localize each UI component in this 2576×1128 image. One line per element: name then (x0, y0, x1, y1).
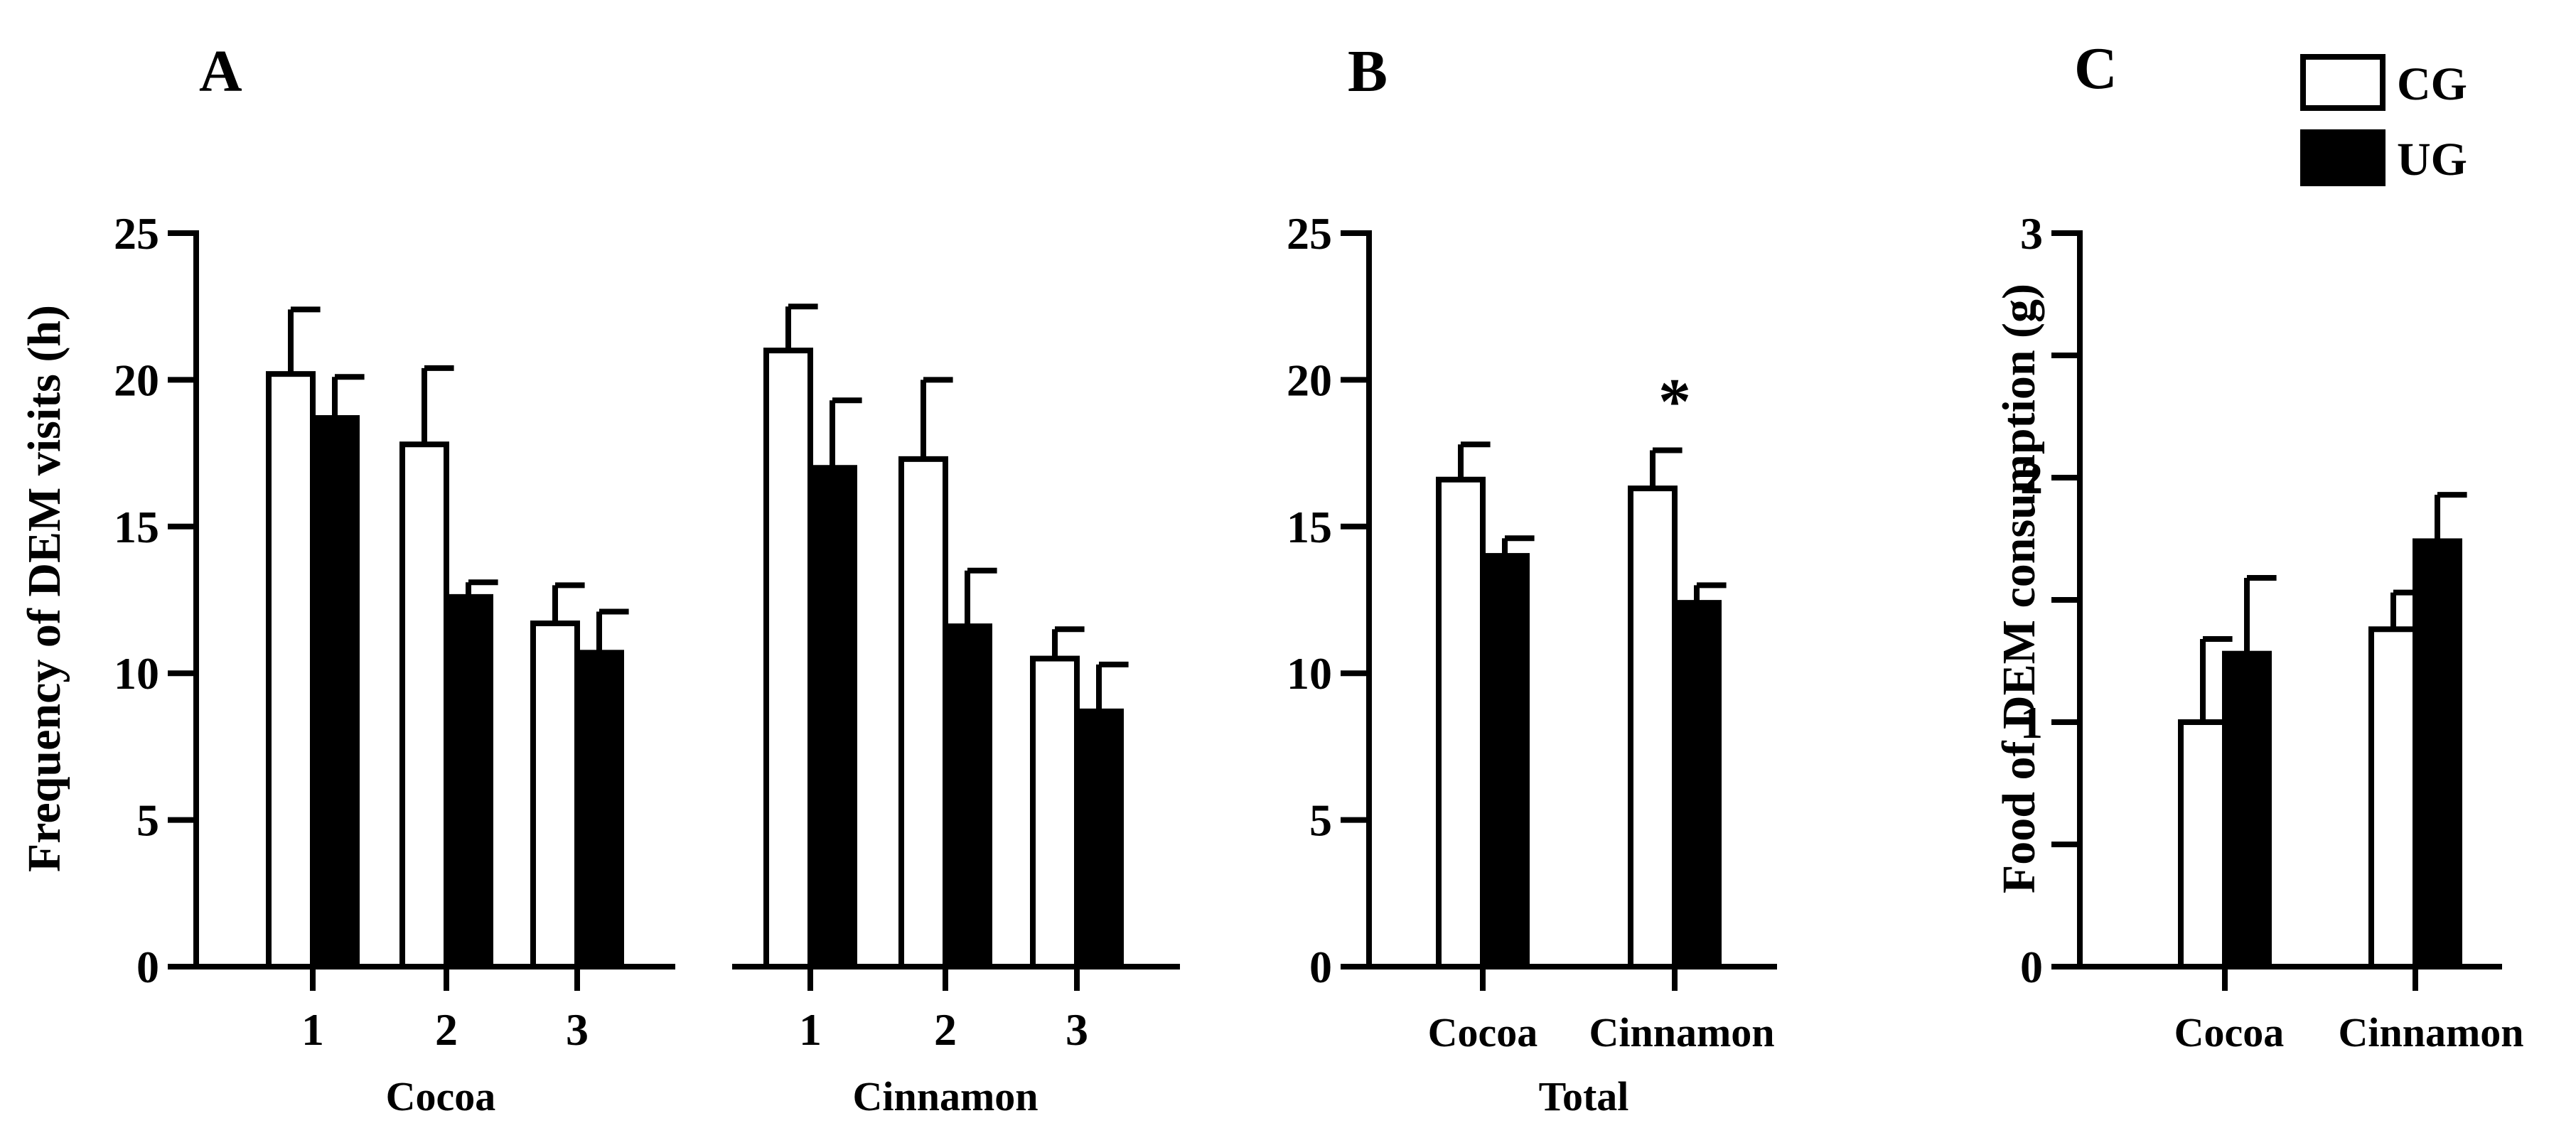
panel-a-ytick-label-2: 10 (114, 648, 159, 699)
panel-a-group-cocoa-label: Cocoa (386, 1073, 496, 1119)
panel-a-cocoa-1-cg-bar (266, 371, 316, 969)
panel-b-xtick-label-cinnamon: Cinnamon (1589, 1009, 1774, 1056)
panel-a-cinnamon-3-cg-bar (1030, 655, 1080, 969)
legend-swatch-ug (2300, 129, 2386, 186)
panel-b-cinnamon-ug-bar (1672, 600, 1722, 969)
panel-a-ytick-label-3: 15 (114, 502, 159, 552)
panel-a-cocoa-1-ug-bar (310, 415, 360, 969)
panel-b-ytick-label-2: 10 (1287, 648, 1332, 699)
panel-c-ytick-label-0: 0 (2020, 942, 2043, 992)
panel-b-significance-marker-0: * (1658, 365, 1691, 437)
panel-a-cocoa-2-ug-bar (444, 593, 493, 969)
panel-a-cinnamon-xtick-label-2: 2 (934, 1004, 957, 1055)
panel-c-ytick-label-2: 2 (2020, 453, 2043, 503)
panel-a-cinnamon-2-cg-bar (898, 456, 948, 969)
panel-c-cinnamon-ug-bar (2413, 538, 2462, 969)
panel-a-ytick-label-0: 0 (136, 942, 159, 992)
panel-c-xtick-label-cinnamon: Cinnamon (2338, 1009, 2523, 1056)
panel-b-cocoa-ug-bar (1480, 553, 1530, 969)
panel-a-cocoa-2-cg-bar (399, 441, 449, 969)
panel-c-cocoa-ug-bar (2222, 650, 2272, 969)
panel-b-ytick-label-3: 15 (1287, 502, 1332, 552)
panel-b-letter: B (1348, 38, 1388, 104)
panel-b-cocoa-cg-bar (1436, 476, 1486, 969)
panel-a-cinnamon-xtick-label-1: 1 (799, 1004, 822, 1055)
panel-a-cocoa-3-ug-bar (574, 650, 624, 970)
panel-c-xtick-label-cocoa: Cocoa (2174, 1009, 2285, 1056)
panel-b-ytick-label-1: 5 (1309, 795, 1332, 846)
panel-a-cinnamon-xtick-label-3: 3 (1066, 1004, 1088, 1055)
panel-a-cinnamon-1-cg-bar (763, 348, 813, 969)
legend-label-cg: CG (2397, 58, 2467, 110)
panel-b-ytick-label-5: 25 (1287, 208, 1332, 259)
panel-a-cocoa-xtick-label-1: 1 (301, 1004, 324, 1055)
panel-b-xlabel: Total (1539, 1073, 1629, 1119)
legend-label-ug: UG (2397, 134, 2467, 186)
legend-swatch-cg (2300, 54, 2386, 111)
panel-a-ytick-label-5: 25 (114, 208, 159, 259)
panel-a-cocoa-3-cg-bar (530, 621, 580, 969)
panel-c-ytick-label-1: 1 (2020, 697, 2043, 748)
panel-c-ytick-label-3: 3 (2020, 208, 2043, 259)
panel-a-ytick-label-4: 20 (114, 355, 159, 405)
panel-a-cinnamon-1-ug-bar (807, 465, 857, 969)
panel-a-cocoa-xtick-label-3: 3 (566, 1004, 589, 1055)
panel-a-group-cinnamon-label: Cinnamon (852, 1073, 1038, 1119)
panel-c-ylabel: Food of DEM consumption (g) (1993, 284, 2045, 893)
panel-b-ytick-label-4: 20 (1287, 355, 1332, 405)
panel-c-letter: C (2074, 36, 2118, 102)
panel-b-cinnamon-cg-bar (1628, 485, 1678, 969)
panel-c-cinnamon-cg-bar (2368, 626, 2418, 970)
panel-c-cocoa-cg-bar (2178, 719, 2228, 969)
panel-b-ytick-label-0: 0 (1309, 942, 1332, 992)
panel-a-ytick-label-1: 5 (136, 795, 159, 846)
panel-a-ylabel: Frequency of DEM visits (h) (18, 305, 70, 872)
panel-b-xtick-label-cocoa: Cocoa (1428, 1009, 1538, 1056)
panel-a-cocoa-xtick-label-2: 2 (435, 1004, 458, 1055)
panel-a-cinnamon-2-ug-bar (943, 623, 992, 969)
panel-a-letter: A (199, 38, 242, 104)
legend: CG UG (2300, 54, 2467, 186)
panel-a-cinnamon-3-ug-bar (1074, 708, 1124, 969)
